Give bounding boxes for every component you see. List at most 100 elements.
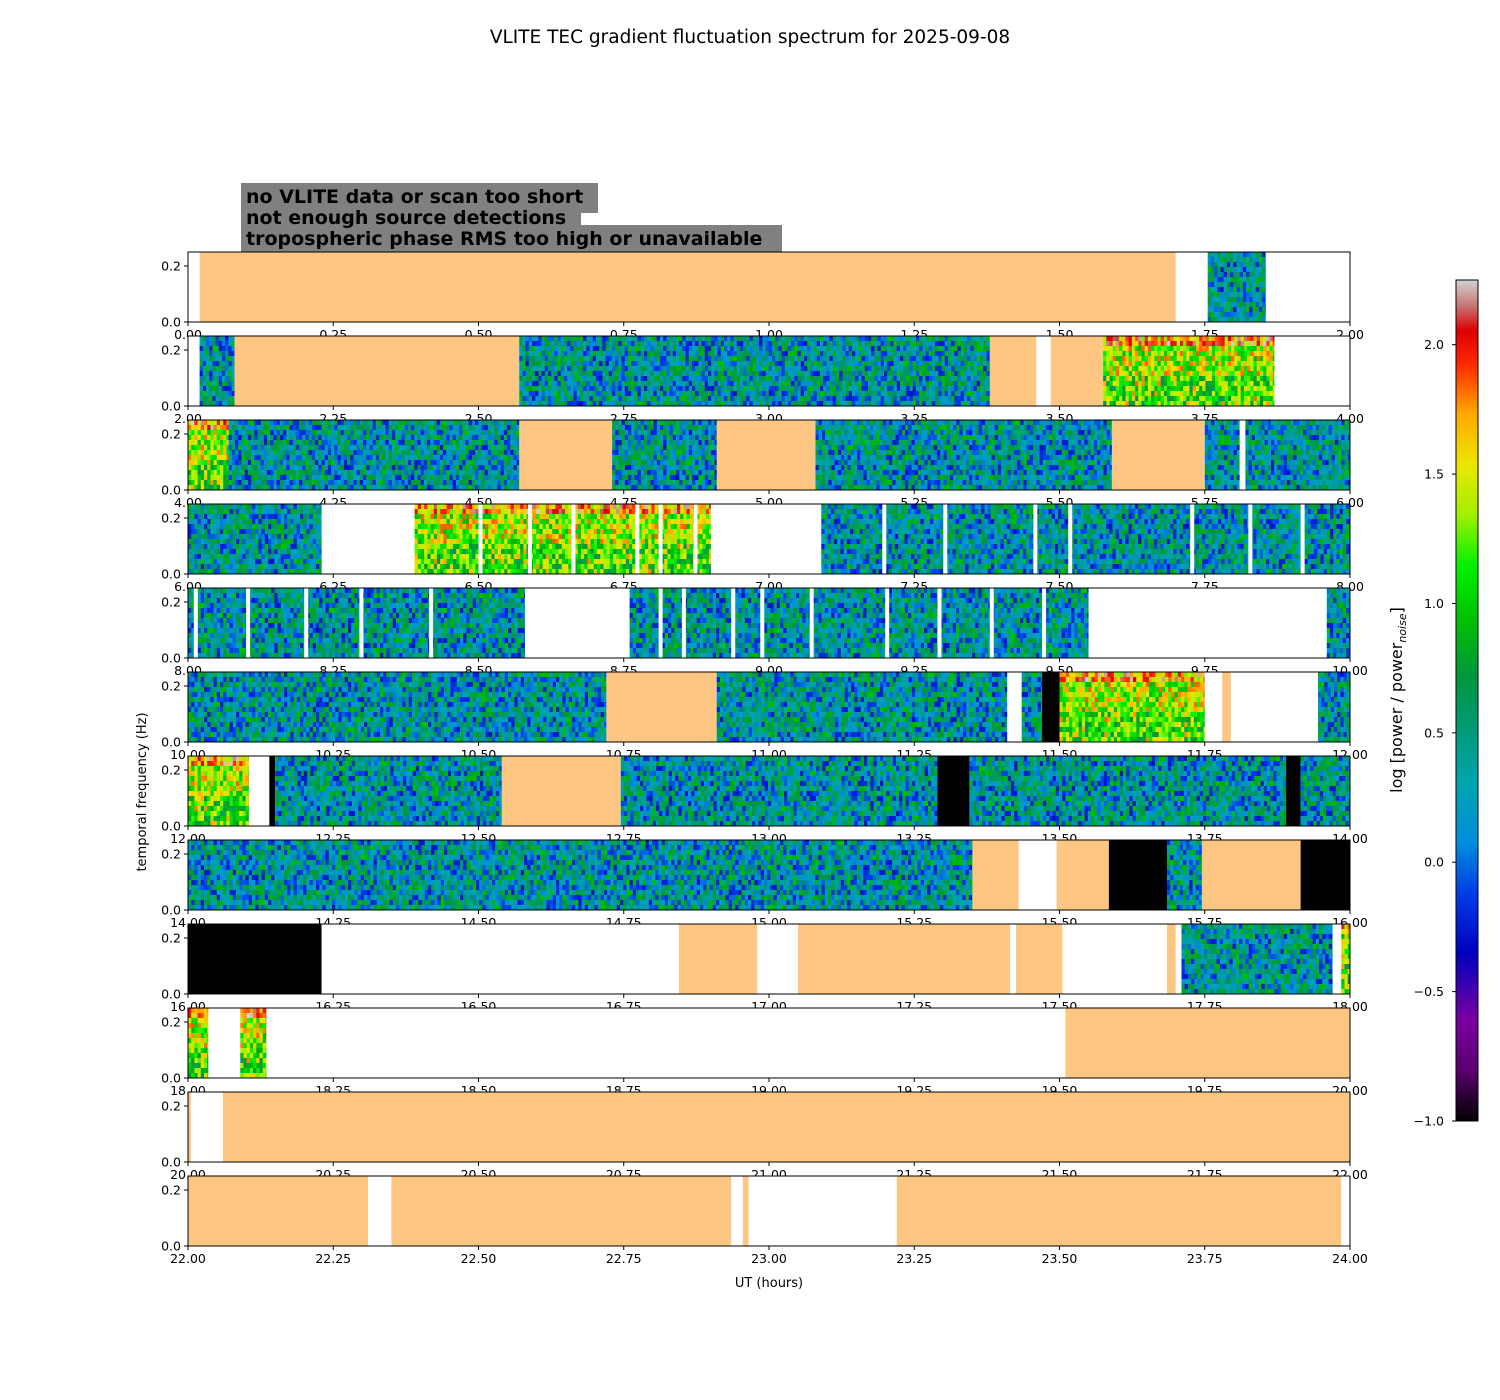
spectrum-cell: [967, 356, 971, 362]
spectrum-cell: [762, 361, 766, 367]
spectrum-cell: [516, 435, 520, 441]
spectrum-cell: [191, 445, 195, 451]
y-tick-label: 0.0: [161, 399, 181, 414]
spectrum-cell: [861, 371, 866, 377]
spectrum-cell: [292, 465, 297, 471]
spectrum-cell: [893, 356, 898, 362]
spectrum-cell: [503, 460, 508, 466]
spectrum-cell: [925, 356, 930, 362]
spectrum-cell: [1154, 401, 1158, 406]
spectrum-cell: [650, 430, 655, 436]
spectrum-cell: [768, 371, 773, 377]
spectrum-cell: [497, 425, 502, 431]
spectrum-cell: [331, 420, 335, 426]
spectrum-cell: [1249, 287, 1253, 293]
spectrum-cell: [1151, 346, 1155, 352]
spectrum-cell: [842, 361, 846, 367]
spectrum-cell: [503, 430, 508, 436]
spectrum-cell: [455, 450, 460, 456]
spectrum-cell: [398, 475, 402, 481]
spectrum-cell: [260, 445, 265, 451]
spectrum-cell: [695, 361, 699, 367]
spectrum-cell: [688, 341, 693, 347]
spectrum-cell: [637, 376, 642, 382]
spectrum-cell: [704, 376, 709, 382]
spectrum-cell: [382, 475, 386, 481]
spectrum-cell: [970, 336, 974, 342]
spectrum-cell: [212, 366, 216, 372]
spectrum-cell: [772, 341, 776, 347]
spectrum-cell: [628, 386, 632, 392]
spectrum-cell: [896, 386, 901, 392]
spectrum-cell: [1119, 351, 1123, 357]
spectrum-cell: [631, 435, 635, 441]
spectrum-cell: [704, 386, 709, 392]
spectrum-cell: [807, 341, 811, 347]
spectrum-cell: [896, 391, 901, 397]
spectrum-cell: [810, 381, 814, 387]
spectrum-cell: [207, 430, 211, 436]
spectrum-cell: [231, 485, 236, 490]
spectrum-cell: [462, 435, 466, 441]
troposphere-flag-segment: [989, 336, 1037, 406]
spectrum-cell: [484, 485, 489, 490]
spectrum-cell: [191, 470, 195, 476]
spectrum-cell: [379, 480, 383, 486]
spectrum-cell: [471, 435, 476, 441]
spectrum-cell: [832, 341, 837, 347]
spectrum-cell: [226, 425, 230, 431]
spectrum-cell: [305, 440, 310, 446]
spectrum-cell: [423, 430, 428, 436]
spectrum-cell: [784, 341, 789, 347]
spectrum-cell: [1147, 341, 1152, 347]
spectrum-cell: [414, 425, 418, 431]
spectrum-cell: [1217, 272, 1221, 278]
spectrum-cell: [1256, 391, 1261, 397]
y-tick-label: 0.2: [161, 259, 181, 274]
spectrum-cell: [462, 420, 466, 426]
spectrum-cell: [225, 376, 229, 382]
spectrum-cell: [1234, 391, 1238, 397]
spectrum-cell: [631, 351, 635, 357]
spectrum-cell: [874, 351, 878, 357]
spectrum-cell: [215, 361, 220, 367]
spectrum-cell: [730, 386, 734, 392]
spectrum-cell: [207, 475, 211, 481]
spectrum-cell: [1246, 307, 1250, 313]
spectrum-cell: [343, 470, 348, 476]
spectrum-cell: [624, 376, 629, 382]
spectrum-cell: [1163, 356, 1168, 362]
spectrum-cell: [621, 356, 626, 362]
spectrum-cell: [701, 341, 706, 347]
spectrum-cell: [733, 336, 738, 342]
spectrum-cell: [768, 351, 773, 357]
spectrum-cell: [1269, 376, 1274, 382]
spectrum-cell: [471, 465, 476, 471]
spectrum-cell: [443, 455, 447, 461]
spectrum-cell: [967, 366, 971, 372]
spectrum-cell: [241, 480, 246, 486]
spectrum-cell: [954, 356, 958, 362]
spectrum-cell: [826, 336, 830, 342]
spectrum-cell: [900, 381, 904, 387]
spectrum-cell: [334, 430, 338, 436]
spectrum-cell: [1199, 381, 1203, 387]
spectrum-cell: [1214, 297, 1218, 303]
spectrum-cell: [909, 346, 914, 352]
spectrum-cell: [1266, 351, 1270, 357]
spectrum-cell: [807, 336, 811, 342]
spectrum-cell: [478, 455, 482, 461]
spectrum-cell: [404, 485, 409, 490]
spectrum-cell: [487, 480, 492, 486]
spectrum-cell: [382, 480, 386, 486]
spectrum-cell: [634, 351, 638, 357]
spectrum-cell: [880, 356, 885, 362]
spectrum-cell: [1186, 366, 1190, 372]
spectrum-cell: [749, 381, 754, 387]
panel-plot-area: [188, 252, 1350, 322]
spectrum-cell: [1199, 401, 1203, 406]
spectrum-cell: [1167, 381, 1171, 387]
spectrum-cell: [621, 376, 626, 382]
spectrum-cell: [964, 351, 968, 357]
spectrum-cell: [231, 460, 236, 466]
